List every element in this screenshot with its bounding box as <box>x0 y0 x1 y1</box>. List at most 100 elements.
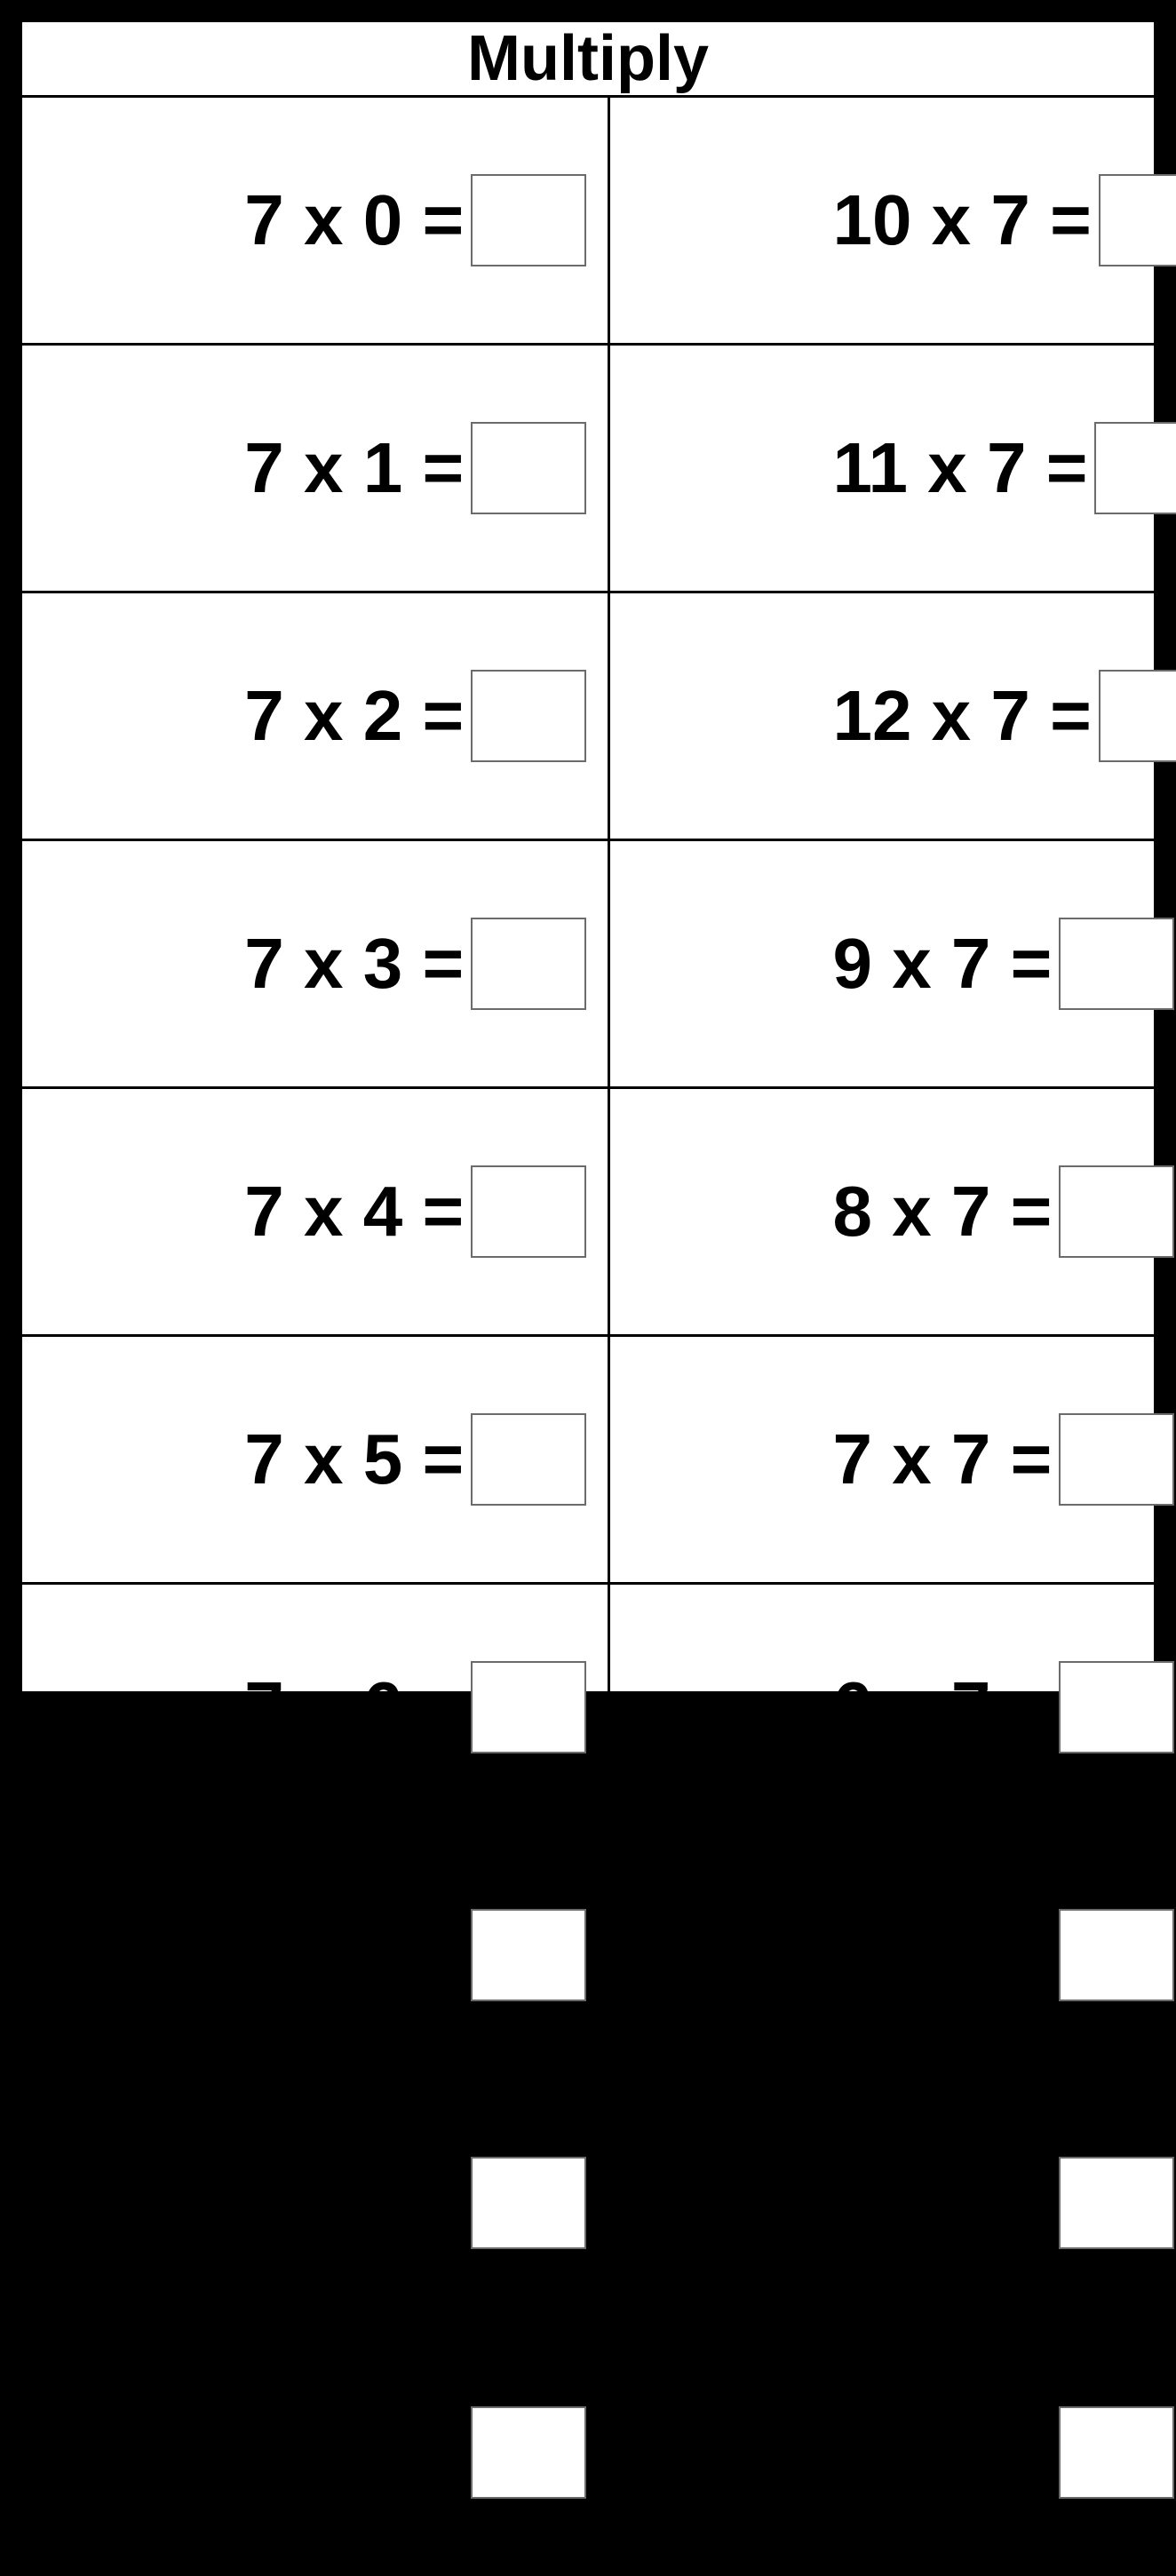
operand-a: 7 <box>244 2163 284 2242</box>
equals-sign: = <box>1011 1419 1053 1499</box>
problem-cell: 3 x 7 = <box>610 2328 1176 2576</box>
operator: x <box>304 180 344 259</box>
problem-cell: 7 x 8 = <box>22 2080 610 2328</box>
operator: x <box>892 2413 932 2492</box>
operand-b: 3 <box>363 924 403 1003</box>
problem-expression: 11 x 7 = <box>635 346 1087 591</box>
equals-sign: = <box>422 924 464 1003</box>
operator: x <box>304 1915 344 1994</box>
equals-sign: = <box>422 1667 464 1746</box>
problem-cell: 7 x 9 = <box>22 2328 610 2576</box>
operand-a: 7 <box>244 676 284 755</box>
problem-cell: 7 x 1 = <box>22 346 610 593</box>
equals-sign: = <box>422 1915 464 1994</box>
operand-b: 7 <box>951 1667 991 1746</box>
operand-b: 7 <box>990 180 1030 259</box>
equals-sign: = <box>1011 1172 1053 1251</box>
operand-b: 7 <box>363 1915 403 1994</box>
operand-a: 9 <box>832 924 872 1003</box>
answer-input[interactable] <box>471 2406 586 2499</box>
operand-a: 11 <box>832 428 908 507</box>
operator: x <box>304 1172 344 1251</box>
answer-input[interactable] <box>1059 1165 1174 1258</box>
operand-b: 9 <box>363 2413 403 2492</box>
equals-sign: = <box>1011 2413 1053 2492</box>
operand-b: 7 <box>951 1419 991 1499</box>
problem-cell: 6 x 7 = <box>610 1585 1176 1833</box>
problem-expression: 6 x 7 = <box>635 1585 1052 1830</box>
problem-expression: 5 x 7 = <box>635 1833 1052 2078</box>
problem-expression: 9 x 7 = <box>635 841 1052 1086</box>
operator: x <box>304 1419 344 1499</box>
problem-expression: 3 x 7 = <box>635 2330 1052 2575</box>
operand-b: 6 <box>363 1667 403 1746</box>
operand-b: 0 <box>363 180 403 259</box>
answer-input[interactable] <box>1059 918 1174 1010</box>
answer-input[interactable] <box>471 1165 586 1258</box>
operand-b: 5 <box>363 1419 403 1499</box>
operand-a: 7 <box>244 924 284 1003</box>
equals-sign: = <box>422 2163 464 2242</box>
answer-input[interactable] <box>1059 2406 1174 2499</box>
problem-cell: 7 x 6 = <box>22 1585 610 1833</box>
problem-cell: 10 x 7 = <box>610 98 1176 346</box>
operand-a: 7 <box>244 180 284 259</box>
answer-input[interactable] <box>471 1909 586 2001</box>
answer-input[interactable] <box>1099 174 1176 266</box>
operator: x <box>892 1915 932 1994</box>
answer-input[interactable] <box>1094 422 1176 514</box>
equals-sign: = <box>422 1172 464 1251</box>
answer-input[interactable] <box>1059 1661 1174 1753</box>
answer-input[interactable] <box>471 918 586 1010</box>
operator: x <box>304 1667 344 1746</box>
problem-cell: 11 x 7 = <box>610 346 1176 593</box>
problem-expression: 12 x 7 = <box>635 593 1092 839</box>
operand-a: 10 <box>832 180 911 259</box>
answer-input[interactable] <box>471 670 586 762</box>
problem-cell: 12 x 7 = <box>610 593 1176 841</box>
problem-cell: 7 x 4 = <box>22 1089 610 1337</box>
operand-a: 12 <box>832 676 911 755</box>
operand-a: 7 <box>244 1667 284 1746</box>
operand-b: 1 <box>363 428 403 507</box>
problem-expression: 8 x 7 = <box>635 1089 1052 1334</box>
equals-sign: = <box>1050 676 1092 755</box>
worksheet-sheet: Multiply 7 x 0 = 10 x 7 = 7 x 1 = <box>20 20 1156 1694</box>
equals-sign: = <box>422 676 464 755</box>
problem-cell: 7 x 7 = <box>610 1337 1176 1585</box>
problem-expression: 7 x 5 = <box>47 1337 464 1582</box>
answer-input[interactable] <box>471 1413 586 1506</box>
operator: x <box>892 1172 932 1251</box>
equals-sign: = <box>422 1419 464 1499</box>
operand-a: 8 <box>832 1172 872 1251</box>
operator: x <box>892 1419 932 1499</box>
operator: x <box>304 428 344 507</box>
operand-b: 4 <box>363 1172 403 1251</box>
answer-input[interactable] <box>471 1661 586 1753</box>
operator: x <box>932 676 972 755</box>
answer-input[interactable] <box>471 422 586 514</box>
problem-expression: 7 x 7 = <box>47 1833 464 2078</box>
problem-cell: 7 x 5 = <box>22 1337 610 1585</box>
answer-input[interactable] <box>471 2157 586 2249</box>
answer-input[interactable] <box>1059 1909 1174 2001</box>
operand-b: 7 <box>990 676 1030 755</box>
problem-expression: 4 x 7 = <box>635 2080 1052 2326</box>
operand-a: 5 <box>832 1915 872 1994</box>
operand-a: 6 <box>832 1667 872 1746</box>
equals-sign: = <box>1046 428 1088 507</box>
operator: x <box>892 924 932 1003</box>
operand-a: 7 <box>244 428 284 507</box>
answer-input[interactable] <box>471 174 586 266</box>
operand-a: 4 <box>832 2163 872 2242</box>
answer-input[interactable] <box>1099 670 1176 762</box>
operator: x <box>932 180 972 259</box>
answer-input[interactable] <box>1059 2157 1174 2249</box>
problem-expression: 7 x 4 = <box>47 1089 464 1334</box>
operand-b: 7 <box>951 1915 991 1994</box>
operator: x <box>304 676 344 755</box>
problem-expression: 7 x 1 = <box>47 346 464 591</box>
equals-sign: = <box>1011 2163 1053 2242</box>
problem-expression: 7 x 7 = <box>635 1337 1052 1582</box>
answer-input[interactable] <box>1059 1413 1174 1506</box>
